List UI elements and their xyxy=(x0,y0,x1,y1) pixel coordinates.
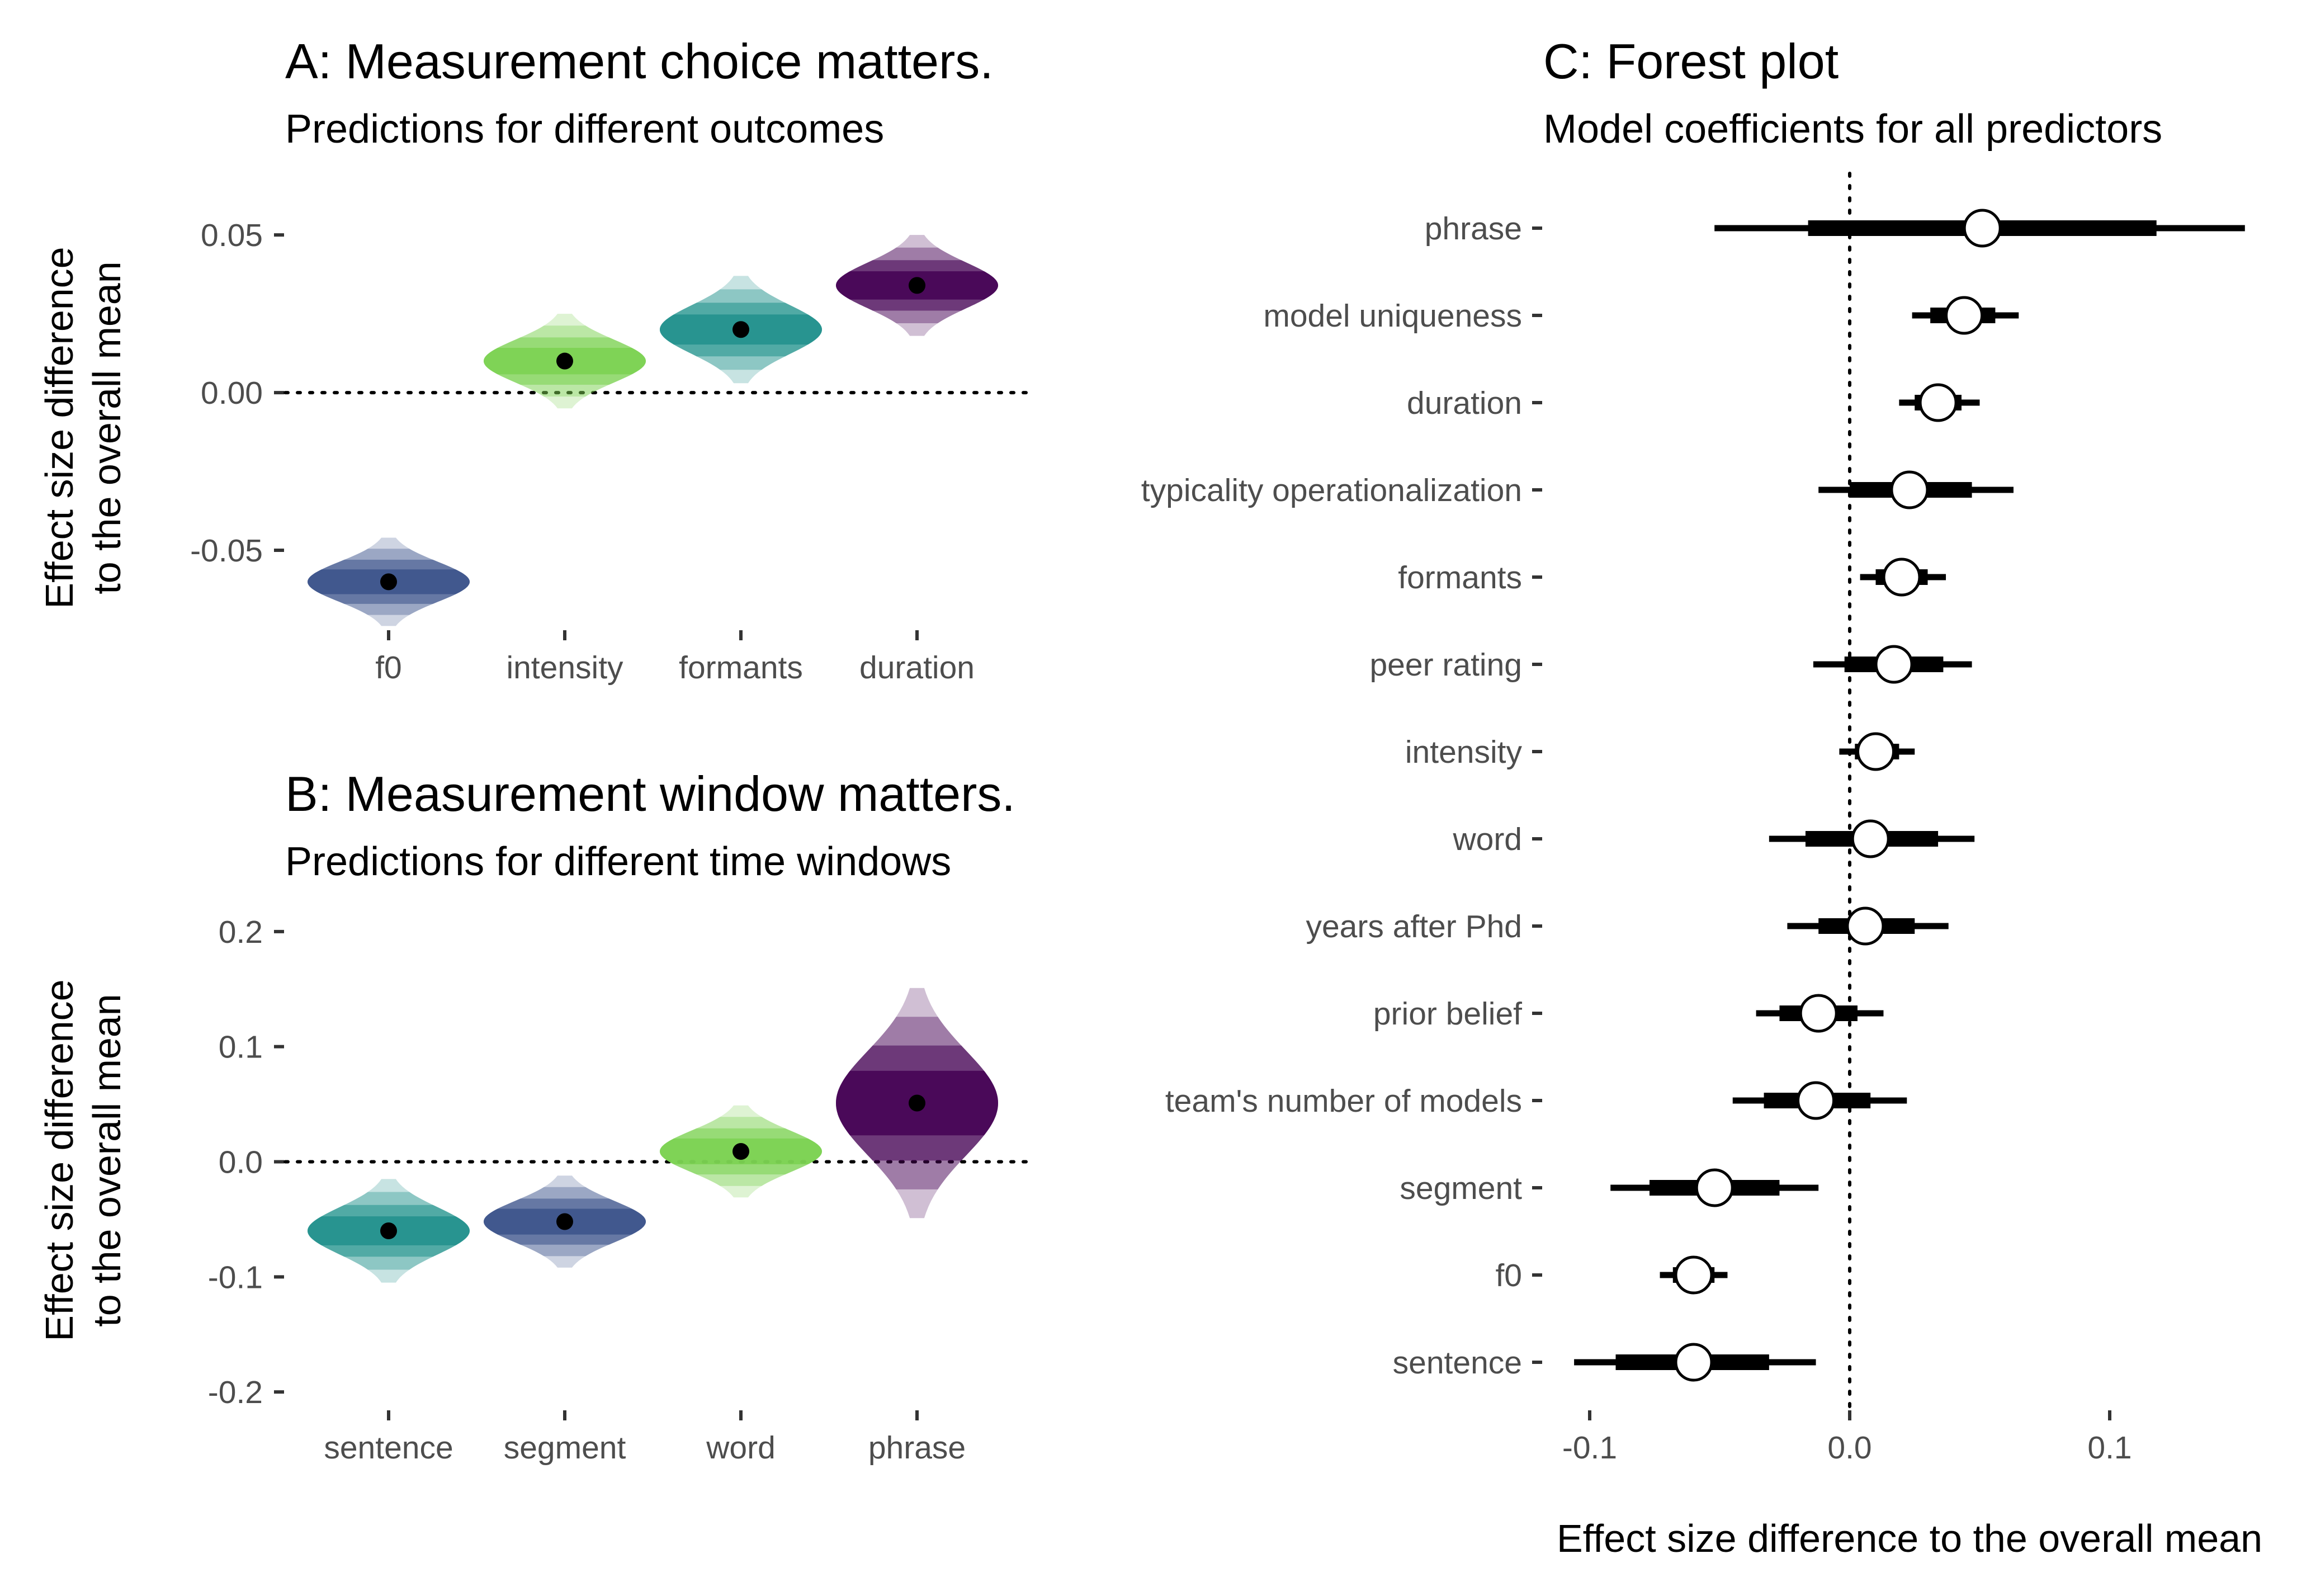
estimate-point xyxy=(1918,383,1958,422)
y-tick-label: peer rating xyxy=(1369,647,1522,683)
median-point xyxy=(909,277,925,294)
x-tick-label: 0.0 xyxy=(1827,1430,1872,1466)
x-tick-label: duration xyxy=(859,650,975,686)
y-tick-label: segment xyxy=(1400,1170,1522,1206)
panel-c-intervals xyxy=(1574,209,2245,1382)
median-point xyxy=(909,1094,925,1112)
panel-b-ylabel-line1: Effect size difference xyxy=(37,979,81,1341)
y-tick-label: duration xyxy=(1407,385,1522,421)
panel-c-xlabel: Effect size difference to the overall me… xyxy=(1557,1517,2262,1560)
y-tick-label: model uniqueness xyxy=(1263,298,1522,334)
y-tick-label: 0.0 xyxy=(219,1145,263,1181)
y-tick-label: -0.1 xyxy=(208,1259,263,1295)
panel-c-subtitle: Model coefficients for all predictors xyxy=(1543,107,2162,152)
estimate-point xyxy=(1797,1081,1836,1120)
panel-b: B: Measurement window matters. Predictio… xyxy=(37,766,1028,1466)
x-tick-label: -0.1 xyxy=(1562,1430,1617,1466)
estimate-point xyxy=(1851,819,1890,858)
estimate-point xyxy=(1674,1255,1713,1295)
panel-a: A: Measurement choice matters. Predictio… xyxy=(37,34,1028,686)
y-tick-label: -0.2 xyxy=(208,1375,263,1410)
y-tick-label: intensity xyxy=(1405,734,1523,770)
panel-a-title: A: Measurement choice matters. xyxy=(285,34,994,89)
estimate-point xyxy=(1874,645,1913,684)
x-tick-label: sentence xyxy=(324,1430,453,1466)
y-tick-label: 0.2 xyxy=(219,914,263,950)
panel-c-title: C: Forest plot xyxy=(1543,34,1839,89)
x-tick-label: f0 xyxy=(375,650,402,686)
estimate-point xyxy=(1890,470,1929,509)
estimate-point xyxy=(1882,558,1921,597)
y-tick-label: -0.05 xyxy=(190,533,263,569)
y-tick-label: phrase xyxy=(1425,211,1522,247)
panel-a-subtitle: Predictions for different outcomes xyxy=(285,107,884,152)
x-tick-label: formants xyxy=(679,650,803,686)
median-point xyxy=(380,1222,397,1239)
x-tick-label: phrase xyxy=(868,1430,966,1466)
x-tick-label: word xyxy=(706,1430,776,1466)
estimate-point xyxy=(1674,1343,1713,1382)
y-tick-label: formants xyxy=(1398,560,1522,596)
panel-b-violins xyxy=(308,988,998,1283)
median-point xyxy=(732,321,749,338)
estimate-point xyxy=(1846,906,1885,946)
panel-c: C: Forest plot Model coefficients for al… xyxy=(1141,34,2262,1560)
y-tick-label: 0.00 xyxy=(201,375,263,411)
panel-a-ylabel-line1: Effect size difference xyxy=(37,247,81,608)
median-point xyxy=(556,1213,573,1230)
estimate-point xyxy=(1799,994,1838,1033)
median-point xyxy=(732,1142,749,1160)
panel-b-subtitle: Predictions for different time windows xyxy=(285,839,951,884)
median-point xyxy=(556,352,573,370)
median-point xyxy=(380,573,397,591)
y-tick-label: 0.05 xyxy=(201,218,263,253)
y-tick-label: sentence xyxy=(1393,1345,1522,1381)
panel-a-violins xyxy=(308,235,998,626)
estimate-point xyxy=(1945,296,1984,335)
panel-b-title: B: Measurement window matters. xyxy=(285,766,1015,821)
panel-a-axes: -0.05 0.00 0.05 f0 intensity formants duration xyxy=(190,218,1028,686)
panel-b-axes: -0.2 -0.1 0.0 0.1 0.2 sentence segment word phra… xyxy=(208,914,1028,1466)
y-tick-label: f0 xyxy=(1495,1258,1522,1293)
estimate-point xyxy=(1963,209,2002,248)
y-tick-label: team's number of models xyxy=(1165,1083,1522,1119)
y-tick-label: typicality operationalization xyxy=(1141,473,1522,508)
x-tick-label: segment xyxy=(504,1430,626,1466)
estimate-point xyxy=(1695,1168,1734,1207)
x-tick-label: 0.1 xyxy=(2087,1430,2132,1466)
y-tick-label: word xyxy=(1452,821,1522,857)
x-tick-label: intensity xyxy=(506,650,623,686)
panel-a-ylabel-line2: to the overall mean xyxy=(85,261,129,594)
panel-b-ylabel-line2: to the overall mean xyxy=(85,994,129,1326)
y-tick-label: 0.1 xyxy=(219,1030,263,1065)
y-tick-label: prior belief xyxy=(1373,996,1522,1032)
y-tick-label: years after Phd xyxy=(1306,909,1522,945)
panel-c-axes: -0.1 0.0 0.1 phrase model uniqueness duration… xyxy=(1141,172,2132,1466)
estimate-point xyxy=(1856,732,1895,771)
